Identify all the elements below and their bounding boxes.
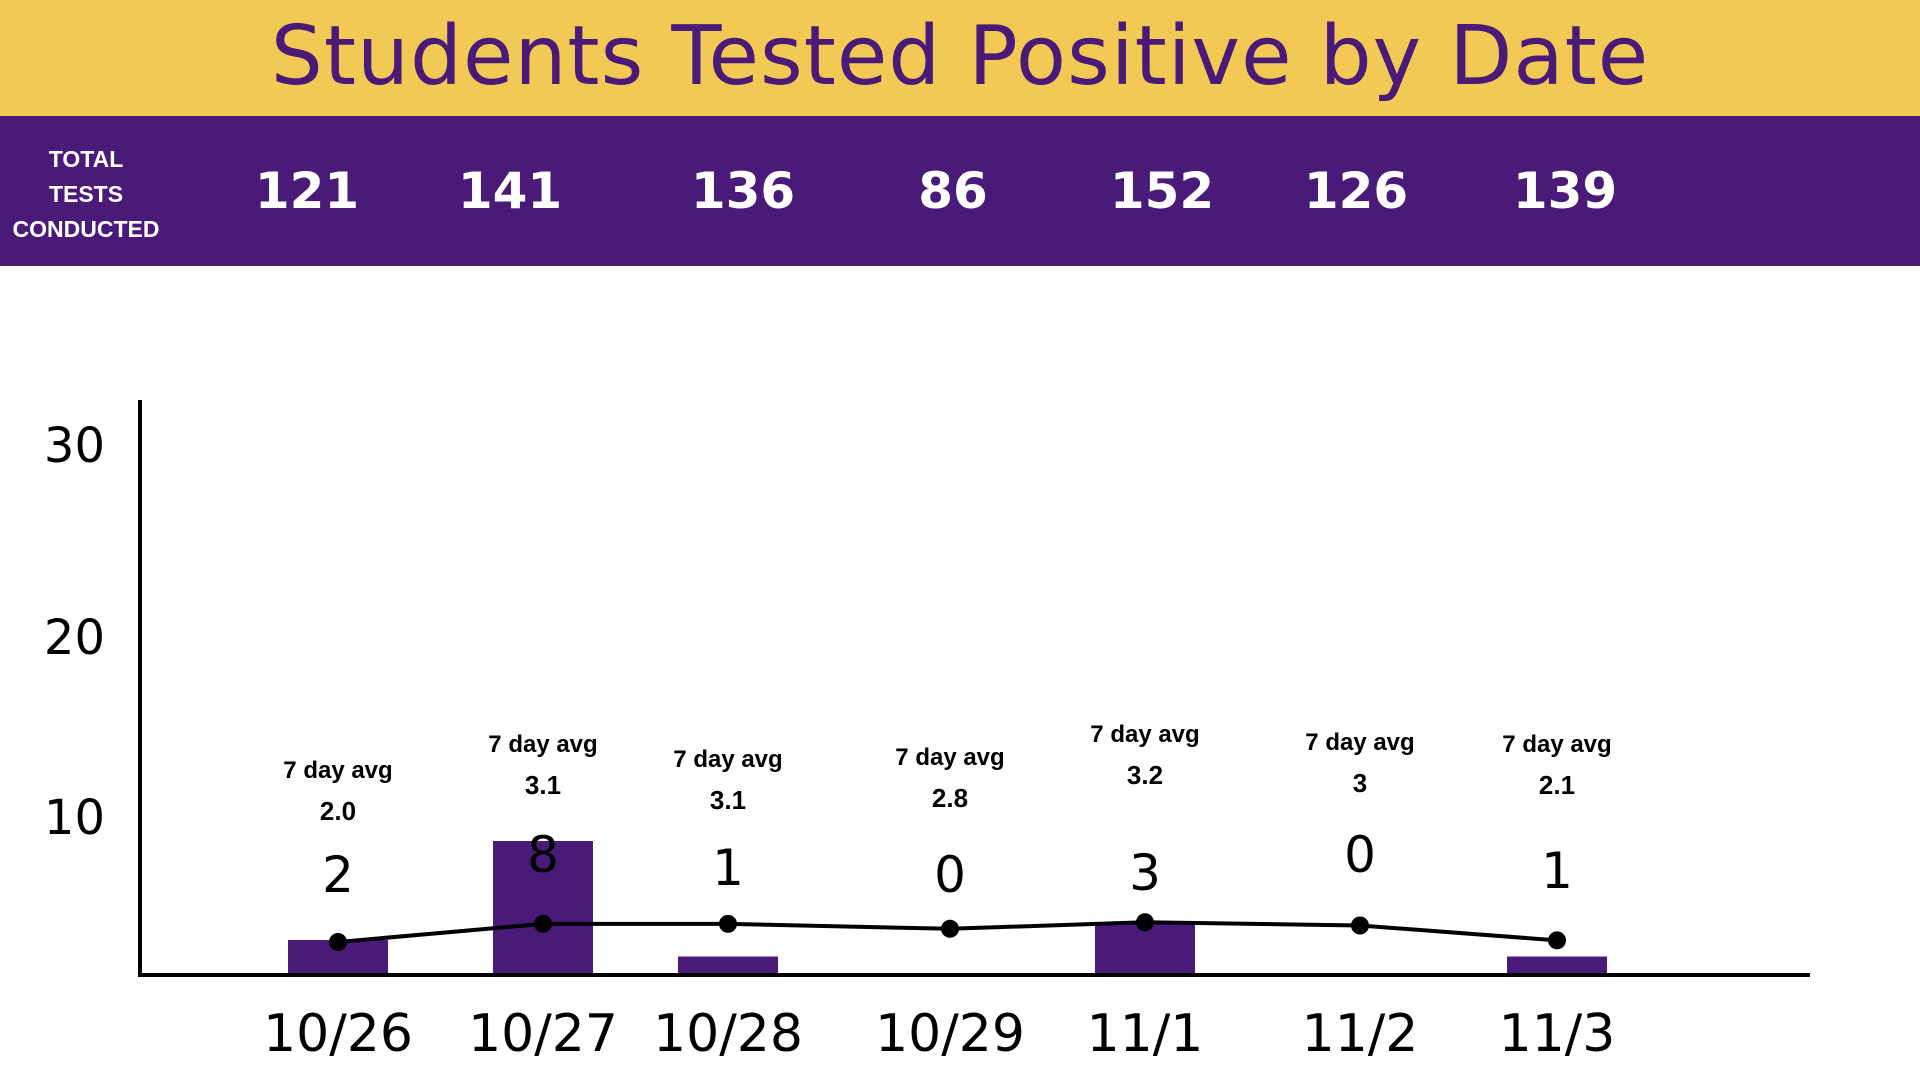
tests-banner: TOTAL TESTS CONDUCTED 121 141 136 86 152… (0, 116, 1920, 266)
x-tick-label: 11/1 (1087, 1004, 1204, 1064)
tests-label-line: CONDUCTED (12, 216, 160, 242)
test-count: 126 (1303, 162, 1409, 220)
bar (678, 956, 778, 973)
x-tick-label: 10/26 (263, 1004, 413, 1064)
count-data-label: 0 (1344, 826, 1376, 884)
avg-point (534, 914, 552, 933)
test-count: 141 (457, 162, 563, 220)
bar (493, 841, 593, 973)
avg-value-label: 3.1 (710, 785, 746, 815)
avg-point (719, 914, 737, 933)
chart-axes (138, 400, 1810, 977)
x-tick-label: 11/2 (1302, 1004, 1419, 1064)
test-count: 139 (1512, 162, 1618, 220)
y-tick-label: 10 (44, 790, 105, 846)
avg-caption: 7 day avg (673, 746, 782, 773)
avg-line-layer (329, 913, 1566, 951)
count-data-label: 2 (322, 846, 354, 904)
avg-caption: 7 day avg (1090, 721, 1199, 748)
avg-value-label: 2.1 (1539, 770, 1575, 800)
title-banner: Students Tested Positive by Date (0, 0, 1920, 116)
avg-point (1351, 916, 1369, 935)
avg-caption: 7 day avg (895, 744, 1004, 771)
avg-value-label: 2.0 (320, 796, 356, 826)
x-tick-label: 10/28 (653, 1004, 803, 1064)
tests-label-line: TESTS (48, 181, 124, 207)
avg-caption: 7 day avg (1305, 729, 1414, 756)
avg-point (1548, 931, 1566, 950)
y-tick-label: 20 (44, 610, 105, 666)
count-data-label: 0 (934, 846, 966, 904)
test-count: 121 (254, 162, 360, 220)
tests-label: TOTAL TESTS CONDUCTED (0, 142, 172, 247)
test-count: 152 (1109, 162, 1215, 220)
count-data-label: 3 (1129, 844, 1161, 902)
count-data-label: 8 (527, 826, 559, 884)
avg-value-label: 3.2 (1127, 760, 1163, 790)
bar (1095, 923, 1195, 973)
avg-caption: 7 day avg (283, 757, 392, 784)
avg-caption: 7 day avg (1502, 731, 1611, 758)
count-data-label: 1 (712, 839, 744, 897)
avg-value-label: 3 (1353, 768, 1367, 798)
avg-value-label: 2.8 (932, 783, 968, 813)
chart-bars (288, 841, 1607, 973)
avg-point (329, 933, 347, 951)
avg-point (1136, 913, 1154, 932)
y-tick-label: 30 (44, 418, 105, 474)
tests-label-line: TOTAL (48, 146, 124, 172)
avg-point (941, 919, 959, 938)
avg-caption: 7 day avg (488, 731, 597, 758)
x-tick-label: 10/29 (875, 1004, 1025, 1064)
test-count: 86 (918, 162, 988, 220)
bar (1507, 956, 1607, 973)
page-title: Students Tested Positive by Date (270, 8, 1650, 104)
count-data-label: 1 (1541, 842, 1573, 900)
test-count: 136 (690, 162, 796, 220)
x-tick-label: 11/3 (1499, 1004, 1616, 1064)
x-tick-label: 10/27 (468, 1004, 618, 1064)
avg-value-label: 3.1 (525, 770, 561, 800)
